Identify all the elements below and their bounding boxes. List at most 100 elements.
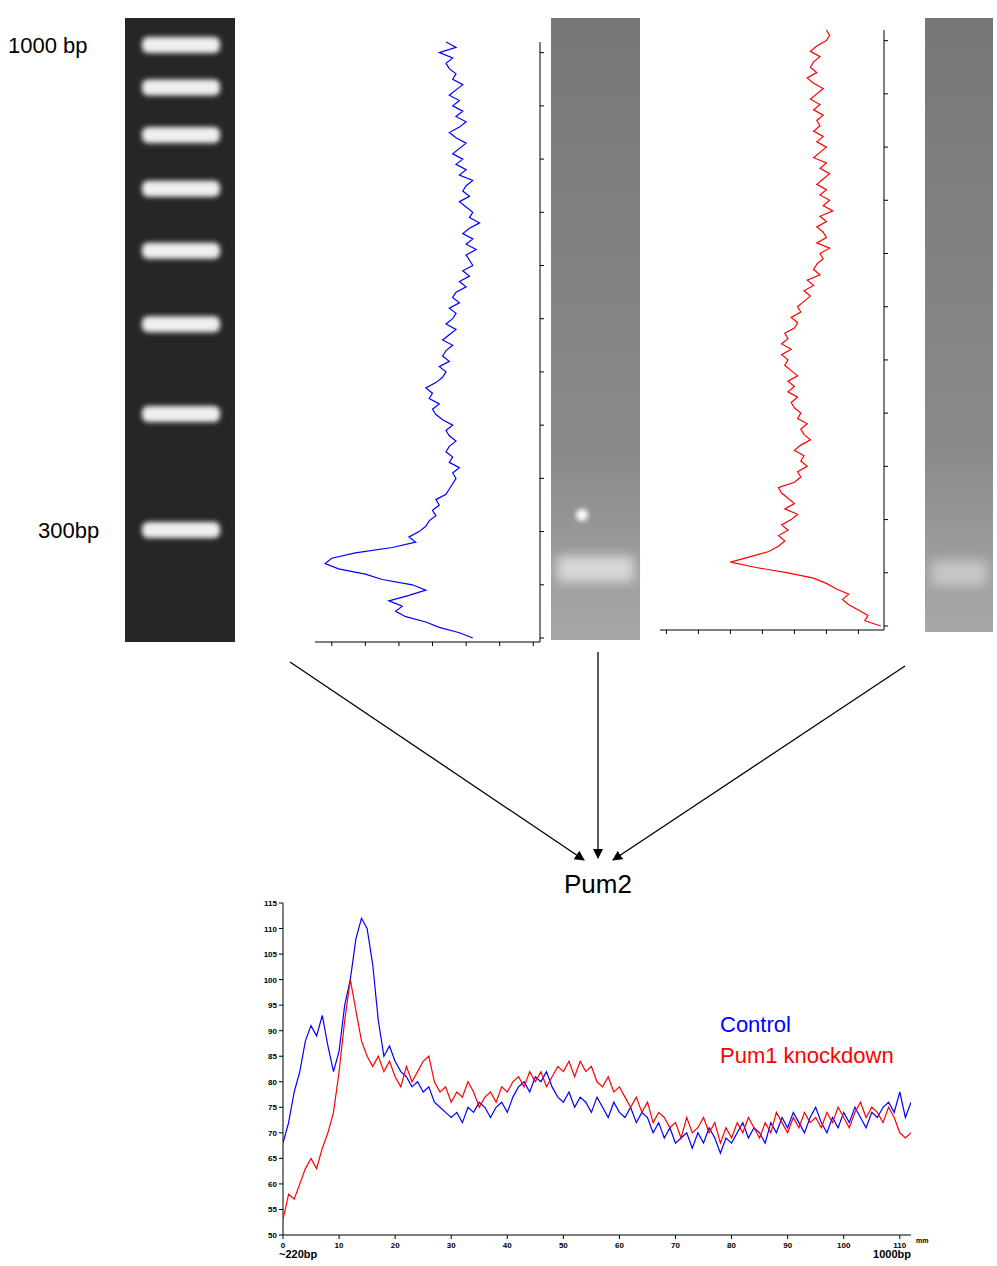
- y-tick: [279, 928, 283, 929]
- series-line: [283, 918, 911, 1153]
- lane-band: [931, 560, 987, 586]
- x-tick-label: 70: [671, 1241, 680, 1250]
- y-tick-label: 60: [268, 1180, 277, 1189]
- profile-tick: [884, 200, 888, 201]
- y-tick: [279, 979, 283, 980]
- y-tick-label: 110: [264, 925, 277, 934]
- series-line: [283, 980, 911, 1220]
- profile-tick: [884, 253, 888, 254]
- profile-trace: [730, 30, 880, 626]
- y-tick-label: 95: [268, 1001, 277, 1010]
- y-tick: [279, 1209, 283, 1210]
- profile-tick: [540, 105, 544, 106]
- y-tick-label: 105: [264, 950, 278, 959]
- profile-tick: [499, 642, 500, 646]
- profile-tick: [540, 425, 544, 426]
- x-tick: [563, 1235, 564, 1239]
- profile-tick: [540, 531, 544, 532]
- profile-tick: [884, 626, 888, 627]
- x-tick-label: 100: [837, 1241, 851, 1250]
- y-tick: [279, 1030, 283, 1031]
- x-axis-title: mm: [916, 1237, 928, 1244]
- legend-entry: Pum1 knockdown: [720, 1043, 894, 1068]
- y-tick: [279, 1183, 283, 1184]
- profile-tick: [762, 630, 763, 634]
- profile-tick: [884, 572, 888, 573]
- profile-axis: [315, 642, 540, 643]
- ladder-label: 300bp: [38, 518, 99, 543]
- y-tick-label: 75: [268, 1103, 277, 1112]
- ladder-band: [142, 316, 220, 332]
- figure: 1000 bp300bpPum2505560657075808590951001…: [0, 0, 997, 1266]
- profile-tick: [432, 642, 433, 646]
- y-tick-label: 50: [268, 1231, 277, 1240]
- profile-tick: [666, 630, 667, 634]
- y-tick: [279, 1107, 283, 1108]
- lane-band: [557, 556, 634, 582]
- profile-tick: [884, 413, 888, 414]
- y-tick-label: 65: [268, 1154, 277, 1163]
- y-tick: [279, 1056, 283, 1057]
- profile-tick: [858, 630, 859, 634]
- profile-tick: [884, 306, 888, 307]
- arrow: [613, 666, 905, 860]
- profile-tick: [398, 642, 399, 646]
- profile-axis: [884, 30, 885, 630]
- profile-tick: [884, 40, 888, 41]
- profile-tick: [466, 642, 467, 646]
- profile-tick: [331, 642, 332, 646]
- ladder-band: [142, 181, 220, 197]
- profile-tick: [365, 642, 366, 646]
- y-tick: [279, 1132, 283, 1133]
- x-tick: [787, 1235, 788, 1239]
- y-tick: [279, 1235, 283, 1236]
- x-tick: [899, 1235, 900, 1239]
- profile-tick: [533, 642, 534, 646]
- x-tick-label: 20: [391, 1241, 400, 1250]
- x-tick: [507, 1235, 508, 1239]
- x-tick: [395, 1235, 396, 1239]
- profile-axis: [540, 42, 541, 642]
- ladder-band: [142, 79, 220, 95]
- legend-entry: Control: [720, 1012, 791, 1037]
- ladder-band: [142, 127, 220, 143]
- y-tick: [279, 1005, 283, 1006]
- profile-tick: [540, 638, 544, 639]
- plot-area: [283, 918, 911, 1219]
- x-tick-label: 40: [503, 1241, 512, 1250]
- profile-tick: [884, 147, 888, 148]
- profile-tick: [884, 466, 888, 467]
- profile-trace: [325, 42, 480, 638]
- profile-tick: [540, 159, 544, 160]
- y-tick-label: 100: [264, 976, 278, 985]
- profile-tick: [540, 212, 544, 213]
- x-axis: [283, 1235, 911, 1236]
- y-tick-label: 55: [268, 1205, 277, 1214]
- x-tick: [731, 1235, 732, 1239]
- lane-gel: [925, 18, 993, 632]
- chart-title: Pum2: [564, 869, 632, 899]
- x-tick: [339, 1235, 340, 1239]
- ladder-band: [142, 522, 220, 538]
- ladder-gel: [125, 18, 235, 642]
- y-tick-label: 85: [268, 1052, 277, 1061]
- y-tick-label: 80: [268, 1078, 277, 1087]
- x-tick: [675, 1235, 676, 1239]
- x-tick-label: 50: [559, 1241, 568, 1250]
- ladder-band: [142, 37, 220, 53]
- x-tick-label: 90: [783, 1241, 792, 1250]
- y-tick: [279, 1158, 283, 1159]
- axis-annotation: 1000bp: [873, 1248, 911, 1260]
- lane-gel: [551, 18, 640, 640]
- x-tick: [451, 1235, 452, 1239]
- ladder-band: [142, 406, 220, 422]
- y-tick-label: 70: [268, 1129, 277, 1138]
- x-tick-label: 10: [335, 1241, 344, 1250]
- y-tick: [279, 1081, 283, 1082]
- x-tick: [619, 1235, 620, 1239]
- x-tick: [283, 1235, 284, 1239]
- x-tick-label: 60: [615, 1241, 624, 1250]
- profile-tick: [540, 584, 544, 585]
- ladder-band: [142, 243, 220, 259]
- profile-tick: [540, 318, 544, 319]
